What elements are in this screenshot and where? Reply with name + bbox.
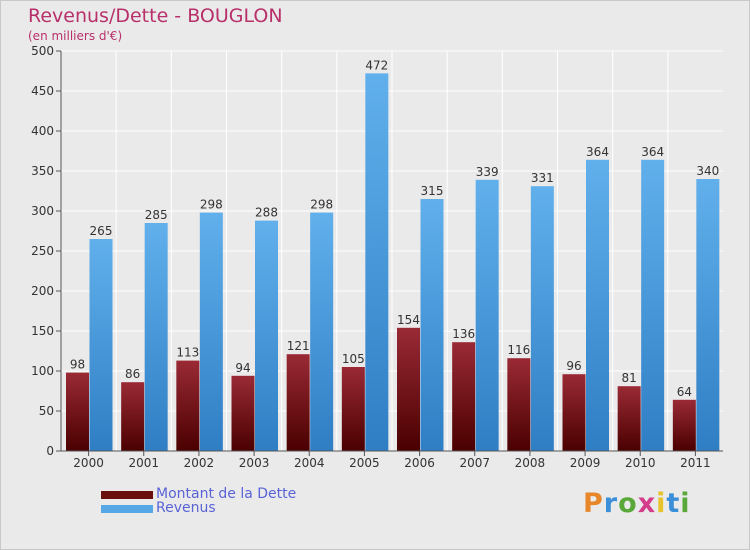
bar-dette: [562, 374, 586, 451]
x-tick-label: 2000: [73, 456, 104, 470]
logo-letter: x: [637, 488, 657, 519]
bar-dette: [397, 327, 420, 451]
bar-revenus: [530, 186, 554, 451]
legend-label-revenus: Revenus: [156, 500, 216, 516]
data-label-dette: 105: [342, 352, 365, 366]
data-labels: 98 265 86 285 113 298 94 288 121 298 105 472 154 315 1…: [70, 58, 719, 398]
logo-letter: o: [618, 488, 638, 519]
data-label-dette: 154: [397, 313, 420, 327]
bar-revenus: [420, 199, 444, 451]
legend-swatch-revenus: [101, 505, 153, 513]
data-label-dette: 98: [70, 358, 85, 372]
axes: 0 50 100 150 200 250 300 350 400 450 500 2000 2001 20…: [31, 44, 723, 470]
bar-dette: [507, 358, 531, 451]
bar-revenus: [365, 73, 389, 452]
logo-letter: t: [666, 488, 681, 519]
data-label-revenus: 265: [90, 224, 113, 238]
y-tick-label: 150: [31, 324, 54, 338]
x-tick-label: 2011: [680, 456, 711, 470]
data-label-dette: 86: [125, 367, 140, 381]
data-label-dette: 113: [176, 346, 199, 360]
data-label-revenus: 298: [310, 198, 333, 212]
data-label-revenus: 364: [641, 145, 664, 159]
x-tick-label: 2005: [349, 456, 380, 470]
bars: [66, 73, 720, 452]
data-label-dette: 96: [566, 359, 581, 373]
logo-letter: i: [656, 488, 667, 519]
data-label-dette: 94: [235, 361, 250, 375]
bar-revenus: [475, 179, 499, 452]
y-tick-label: 300: [31, 204, 54, 218]
legend-label-dette: Montant de la Dette: [156, 486, 297, 502]
bar-dette: [231, 375, 255, 451]
bar-dette: [617, 386, 641, 451]
y-tick-label: 100: [31, 364, 54, 378]
legend-swatch-dette: [101, 491, 153, 499]
bar-revenus: [199, 212, 223, 451]
data-label-revenus: 288: [255, 206, 278, 220]
x-tick-label: 2006: [404, 456, 435, 470]
data-label-revenus: 298: [200, 198, 223, 212]
y-tick-label: 250: [31, 244, 54, 258]
logo-letter: r: [603, 488, 619, 519]
x-tick-label: 2002: [184, 456, 215, 470]
bar-dette: [341, 367, 365, 451]
x-tick-label: 2001: [128, 456, 159, 470]
data-label-revenus: 331: [531, 171, 554, 185]
data-label-revenus: 285: [145, 208, 168, 222]
data-label-revenus: 364: [586, 145, 609, 159]
bar-revenus: [255, 220, 278, 451]
data-label-dette: 64: [677, 385, 692, 399]
bar-dette: [286, 354, 310, 451]
x-tick-label: 2009: [570, 456, 601, 470]
y-tick-label: 200: [31, 284, 54, 298]
bar-revenus: [310, 212, 334, 451]
bar-dette: [121, 382, 145, 451]
x-tick-label: 2007: [459, 456, 490, 470]
data-label-dette: 116: [507, 343, 530, 357]
x-tick-label: 2003: [239, 456, 270, 470]
bar-dette: [176, 360, 200, 451]
logo-letter: P: [583, 488, 604, 519]
logo-letter: i: [680, 488, 691, 519]
chart-subtitle: (en milliers d'€): [28, 29, 123, 43]
bar-revenus: [586, 159, 609, 452]
bar-revenus: [641, 159, 665, 452]
data-label-dette: 81: [622, 371, 637, 385]
bar-dette: [672, 399, 696, 451]
bar-revenus: [144, 223, 168, 451]
data-label-revenus: 472: [365, 58, 388, 72]
y-tick-label: 450: [31, 84, 54, 98]
bar-revenus: [89, 239, 113, 451]
data-label-revenus: 315: [421, 184, 444, 198]
x-tick-label: 2004: [294, 456, 325, 470]
data-label-dette: 136: [452, 327, 475, 341]
data-label-dette: 121: [287, 339, 310, 353]
y-tick-label: 0: [46, 444, 54, 458]
y-tick-label: 350: [31, 164, 54, 178]
data-label-revenus: 339: [476, 165, 499, 179]
chart-title: Revenus/Dette - BOUGLON: [28, 5, 283, 27]
x-tick-label: 2010: [625, 456, 656, 470]
y-tick-label: 50: [39, 404, 54, 418]
grid-lines: [61, 50, 723, 451]
x-tick-label: 2008: [515, 456, 546, 470]
proxiti-logo: Proxiti: [583, 488, 691, 519]
y-tick-label: 500: [31, 44, 54, 58]
bar-dette: [452, 342, 476, 451]
data-label-revenus: 340: [696, 164, 719, 178]
bar-dette: [66, 372, 89, 451]
bar-revenus: [696, 179, 720, 451]
y-tick-label: 400: [31, 124, 54, 138]
